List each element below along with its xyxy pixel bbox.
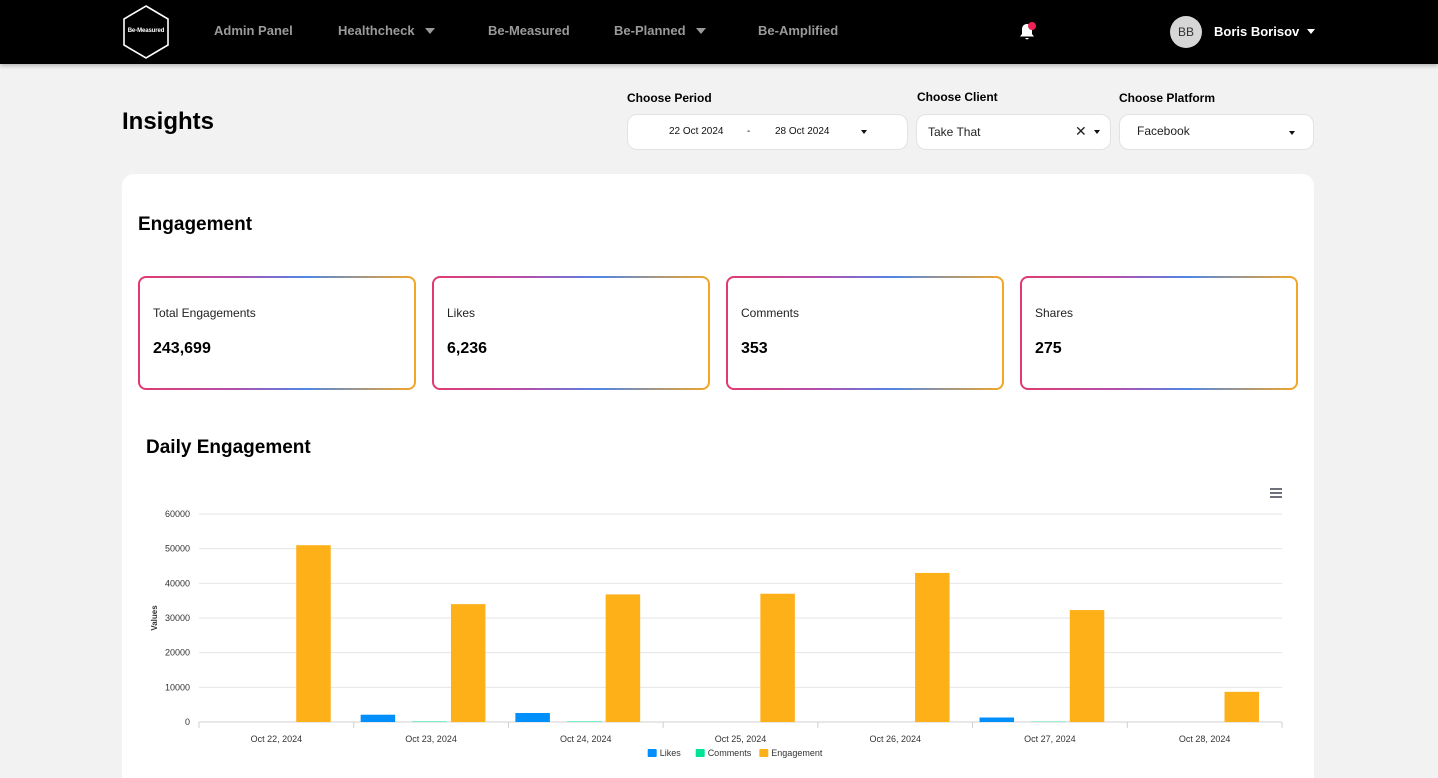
nav-be-planned[interactable]: Be-Planned <box>614 23 706 38</box>
date-start: 22 Oct 2024 <box>669 126 724 137</box>
x-tick-label: Oct 28, 2024 <box>1179 734 1231 744</box>
bar-likes <box>515 712 550 722</box>
bar-engagement <box>1069 610 1105 722</box>
x-tick-label: Oct 27, 2024 <box>1024 734 1076 744</box>
date-range-picker[interactable]: 22 Oct 2024 - 28 Oct 2024 <box>627 114 908 150</box>
nav-label: Healthcheck <box>338 23 415 38</box>
caret-down-icon <box>424 27 435 34</box>
logo-text: Be-Measured <box>127 28 165 34</box>
legend-label: Likes <box>660 748 682 758</box>
metric-likes: Likes 6,236 <box>432 276 710 390</box>
metric-comments: Comments 353 <box>726 276 1004 390</box>
legend-label: Comments <box>708 748 752 758</box>
y-axis-label: Values <box>150 605 159 631</box>
nav-label: Admin Panel <box>214 23 293 38</box>
metric-value: 243,699 <box>153 340 211 357</box>
metric-label: Comments <box>741 306 800 320</box>
bar-engagement <box>915 572 950 722</box>
y-tick-label: 60000 <box>165 509 190 519</box>
nav-be-amplified[interactable]: Be-Amplified <box>758 23 838 38</box>
x-tick-label: Oct 23, 2024 <box>405 734 457 744</box>
x-tick-label: Oct 26, 2024 <box>869 734 921 744</box>
metric-body: Likes 6,236 <box>434 278 708 388</box>
bar-engagement <box>605 594 641 722</box>
metric-body: Shares 275 <box>1022 278 1296 388</box>
metric-body: Total Engagements 243,699 <box>140 278 414 388</box>
caret-down-icon <box>1307 29 1316 35</box>
nav-admin-panel[interactable]: Admin Panel <box>214 23 293 38</box>
engagement-card: Engagement Total Engagements 243,699 Lik… <box>122 174 1314 778</box>
metric-body: Comments 353 <box>728 278 1002 388</box>
be-measured-logo[interactable]: Be-Measured <box>122 5 170 59</box>
bar-engagement <box>760 593 795 722</box>
nav-be-measured[interactable]: Be-Measured <box>488 23 570 38</box>
legend-swatch <box>759 749 769 757</box>
hexagon-logo-icon <box>123 5 169 59</box>
platform-select[interactable]: Facebook <box>1119 114 1314 150</box>
top-navbar: Be-Measured Admin Panel Healthcheck Be-M… <box>0 0 1438 64</box>
page-title: Insights <box>122 108 215 135</box>
client-select[interactable]: Take That ✕ <box>916 114 1111 150</box>
platform-value: Facebook <box>1137 124 1190 138</box>
caret-down-icon <box>695 27 706 34</box>
bar-engagement <box>1224 691 1260 722</box>
legend-swatch <box>647 749 657 757</box>
client-value: Take That <box>928 125 981 139</box>
user-menu[interactable]: Boris Borisov <box>1214 24 1316 39</box>
date-separator: - <box>747 126 751 137</box>
bar-comments <box>412 721 447 722</box>
legend-label: Engagement <box>771 748 823 758</box>
notification-badge <box>1028 22 1036 30</box>
bar-likes <box>360 714 396 722</box>
metric-total-engagements: Total Engagements 243,699 <box>138 276 416 390</box>
metric-value: 6,236 <box>447 340 488 357</box>
section-title: Engagement <box>138 214 253 235</box>
nav-label: Be-Amplified <box>758 23 839 38</box>
y-tick-label: 20000 <box>165 648 190 658</box>
bar-engagement <box>450 604 486 722</box>
caret-down-icon <box>861 130 867 134</box>
x-tick-label: Oct 24, 2024 <box>560 734 612 744</box>
y-tick-label: 10000 <box>165 682 190 692</box>
client-label: Choose Client <box>917 90 998 104</box>
y-tick-label: 0 <box>185 717 190 727</box>
metric-value: 353 <box>741 340 768 357</box>
chart-menu-icon[interactable] <box>1270 488 1284 500</box>
daily-engagement-chart: 0 10000 20000 30000 40000 50000 60000 Values Oct… <box>150 509 1283 758</box>
y-tick-label: 50000 <box>165 544 190 554</box>
bar-engagement <box>296 545 331 722</box>
caret-down-icon[interactable] <box>1094 130 1100 134</box>
bar-likes <box>979 717 1015 722</box>
legend-swatch <box>695 749 705 757</box>
nav-healthcheck[interactable]: Healthcheck <box>338 23 435 38</box>
y-tick-label: 30000 <box>165 613 190 623</box>
metric-value: 275 <box>1035 340 1062 357</box>
metric-label: Total Engagements <box>153 306 256 320</box>
metric-shares: Shares 275 <box>1020 276 1298 390</box>
nav-label: Be-Measured <box>488 23 570 38</box>
nav-label: Be-Planned <box>614 23 686 38</box>
metric-label: Shares <box>1035 306 1074 320</box>
user-name: Boris Borisov <box>1214 24 1300 39</box>
bar-comments <box>567 721 602 722</box>
date-end: 28 Oct 2024 <box>775 126 830 137</box>
x-tick-label: Oct 22, 2024 <box>251 734 303 744</box>
avatar[interactable]: BB <box>1170 16 1202 48</box>
platform-label: Choose Platform <box>1119 91 1216 105</box>
period-label: Choose Period <box>627 91 712 105</box>
y-tick-label: 40000 <box>165 578 190 588</box>
caret-down-icon <box>1289 131 1295 135</box>
chart-title: Daily Engagement <box>146 437 311 458</box>
clear-icon[interactable]: ✕ <box>1075 123 1087 139</box>
x-tick-label: Oct 25, 2024 <box>715 734 767 744</box>
metric-label: Likes <box>447 306 476 320</box>
